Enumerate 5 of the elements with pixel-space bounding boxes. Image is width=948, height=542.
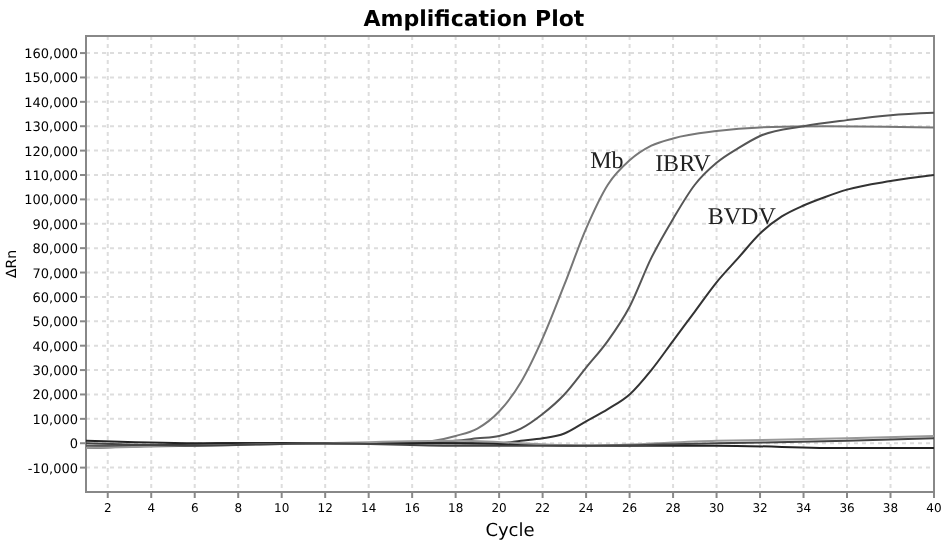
x-axis-title: Cycle bbox=[485, 522, 536, 542]
chart-title: Amplification Plot bbox=[363, 6, 585, 32]
series-label: BVDV bbox=[707, 202, 777, 231]
series-label: Mb bbox=[590, 146, 624, 175]
series-label: IBRV bbox=[655, 148, 712, 177]
